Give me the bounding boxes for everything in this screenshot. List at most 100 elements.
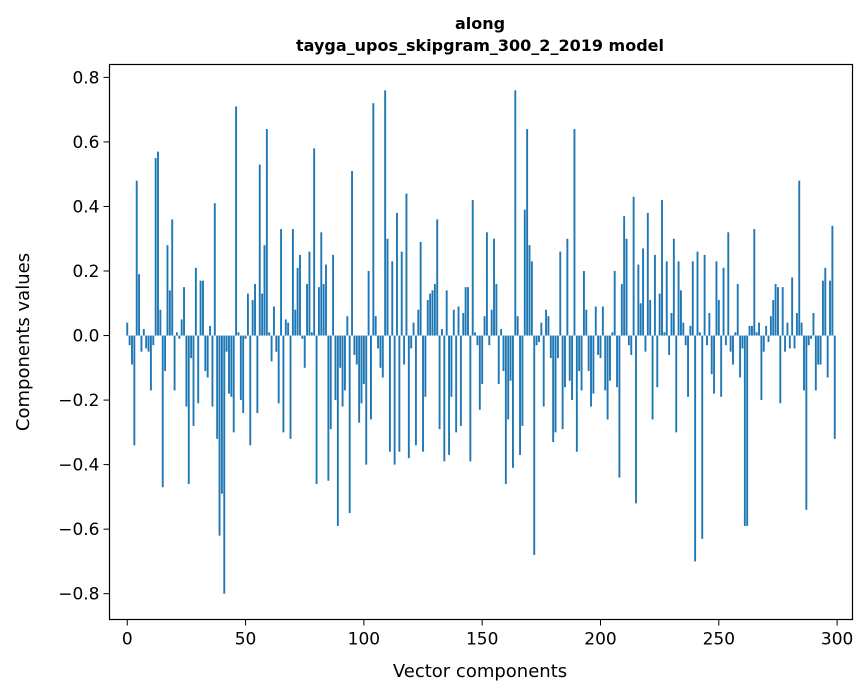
bar-125: [422, 335, 424, 452]
bar-59: [265, 129, 268, 336]
bar-87: [332, 254, 335, 336]
bar-201: [601, 306, 604, 336]
bar-119: [407, 335, 410, 459]
bar-272: [769, 316, 772, 336]
bar-168: [523, 209, 526, 336]
bar-225: [658, 293, 661, 336]
bar-220: [646, 212, 649, 336]
bar-179: [549, 335, 552, 359]
bar-4: [135, 180, 138, 336]
bar-198: [594, 306, 597, 336]
bar-120: [410, 335, 413, 349]
bar-200: [599, 335, 602, 359]
bar-118: [405, 193, 408, 336]
bar-207: [616, 335, 618, 388]
bar-42: [225, 335, 228, 352]
bar-109: [384, 90, 387, 336]
bar-6: [140, 335, 143, 352]
bar-214: [632, 196, 635, 336]
bar-40: [220, 335, 223, 494]
bar-98: [358, 335, 361, 423]
bar-245: [706, 335, 708, 346]
bar-286: [803, 335, 805, 391]
bar-157: [497, 335, 500, 384]
bar-203: [606, 335, 609, 420]
bar-122: [414, 335, 417, 446]
bar-196: [590, 335, 592, 407]
bar-102: [367, 271, 370, 336]
bar-224: [656, 335, 659, 388]
bar-284: [798, 180, 801, 336]
x-axis-ticks: 0 50 100 150 200 250 300: [122, 619, 853, 650]
bar-291: [814, 335, 817, 391]
bar-128: [429, 293, 432, 336]
bar-112: [391, 261, 394, 336]
x-tick-label: 300: [821, 630, 853, 650]
bar-51: [246, 293, 249, 336]
bar-250: [717, 300, 720, 336]
bar-123: [417, 309, 420, 336]
bar-110: [386, 238, 389, 336]
y-tick-label: 0.8: [72, 68, 99, 88]
bar-68: [287, 322, 290, 336]
bar-222: [651, 335, 654, 420]
bar-170: [528, 245, 531, 336]
bar-92: [343, 335, 346, 391]
bar-237: [687, 335, 689, 397]
bar-178: [547, 316, 550, 336]
bar-283: [795, 312, 798, 336]
x-tick-label: 100: [348, 630, 380, 650]
bar-238: [689, 325, 692, 336]
bar-229: [668, 335, 671, 355]
y-tick-label: −0.4: [58, 456, 99, 476]
bar-88: [334, 335, 337, 401]
chart-title: along tayga_upos_skipgram_300_2_2019 mod…: [296, 14, 664, 55]
bar-130: [433, 283, 436, 336]
bar-70: [291, 229, 294, 336]
bar-24: [183, 287, 185, 336]
bar-103: [370, 335, 372, 420]
bar-81: [317, 287, 320, 336]
bar-36: [211, 335, 214, 407]
bar-217: [639, 303, 642, 336]
y-tick-label: 0.0: [72, 327, 99, 347]
bar-263: [748, 325, 751, 336]
x-tick-label: 0: [122, 630, 133, 650]
bar-34: [206, 335, 209, 378]
bar-210: [623, 216, 626, 336]
bar-169: [526, 129, 529, 336]
bar-259: [739, 335, 742, 378]
bar-187: [568, 335, 571, 381]
bar-107: [379, 335, 382, 368]
bar-197: [592, 335, 595, 394]
bar-71: [294, 309, 297, 336]
bar-221: [649, 300, 652, 336]
bar-114: [396, 212, 398, 336]
bar-74: [301, 335, 304, 339]
bar-49: [242, 335, 245, 413]
bar-257: [734, 332, 737, 336]
bar-271: [767, 335, 770, 342]
bar-199: [597, 335, 600, 355]
bar-223: [653, 254, 656, 336]
y-tick-label: −0.2: [58, 391, 99, 411]
bar-252: [722, 267, 725, 336]
bar-174: [538, 335, 540, 342]
bar-264: [750, 325, 753, 336]
bar-131: [436, 219, 439, 336]
bar-262: [746, 335, 749, 526]
bar-288: [807, 335, 810, 346]
bar-280: [788, 335, 791, 349]
bar-256: [732, 335, 734, 365]
chart-title-line-2: tayga_upos_skipgram_300_2_2019 model: [296, 36, 664, 55]
bar-16: [164, 335, 167, 372]
bar-159: [502, 335, 505, 372]
y-tick-label: 0.6: [72, 133, 99, 153]
bar-251: [720, 335, 723, 397]
bar-116: [400, 251, 403, 336]
bar-9: [147, 335, 150, 352]
bar-180: [552, 335, 555, 443]
bar-22: [178, 335, 181, 339]
bar-31: [199, 280, 202, 336]
bar-194: [585, 309, 588, 336]
